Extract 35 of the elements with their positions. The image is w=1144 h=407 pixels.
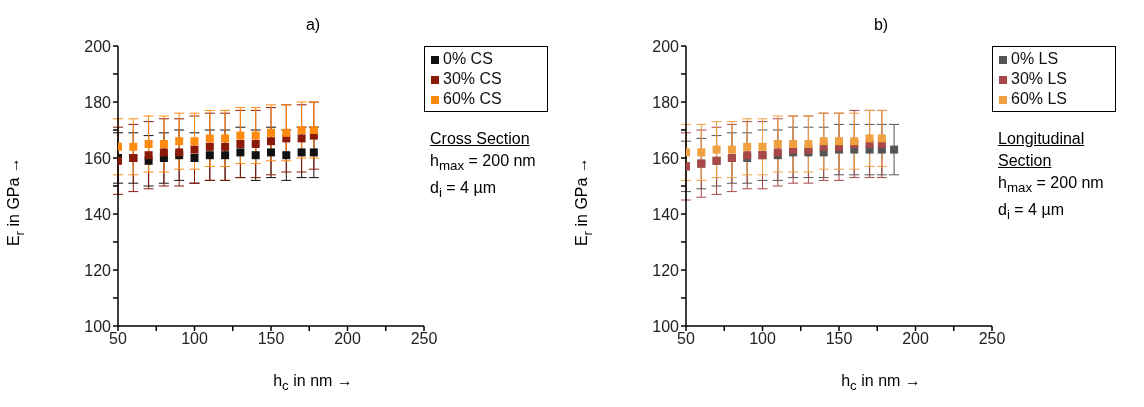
y-tick-label: 160 bbox=[84, 149, 112, 167]
x-tick-label: 250 bbox=[978, 330, 1006, 348]
legend-label: 30% LS bbox=[1011, 70, 1068, 87]
text: h$_{max}$ = 200 nm bbox=[430, 151, 537, 176]
y-tick-label: 180 bbox=[84, 93, 112, 111]
x-tick-label: 100 bbox=[181, 330, 208, 348]
text: d$_{i}$ = 4 µm bbox=[998, 200, 1065, 225]
legend-label: 0% LS bbox=[1011, 50, 1059, 67]
y-tick-label: 160 bbox=[652, 149, 680, 167]
chart-title: b) bbox=[872, 16, 890, 34]
text: Cross Section bbox=[430, 129, 531, 149]
legend-label: 0% CS bbox=[443, 50, 493, 67]
y-tick-label: 140 bbox=[84, 205, 112, 223]
x-tick-label: 200 bbox=[902, 330, 929, 348]
y-tick-label: 200 bbox=[652, 37, 680, 55]
x-tick-label: 50 bbox=[677, 330, 695, 348]
x-tick-label: 150 bbox=[257, 330, 285, 348]
x-axis-title: h$_{c}$ in nm → bbox=[840, 372, 922, 394]
legend-label: 60% LS bbox=[1011, 90, 1068, 107]
x-axis-title: h$_{c}$ in nm → bbox=[272, 372, 354, 394]
y-tick-label: 180 bbox=[652, 93, 680, 111]
legend-label: 30% CS bbox=[443, 70, 502, 87]
x-tick-label: 250 bbox=[410, 330, 438, 348]
y-tick-label: 200 bbox=[84, 37, 112, 55]
text: h$_{max}$ = 200 nm bbox=[998, 173, 1105, 198]
x-tick-label: 150 bbox=[825, 330, 853, 348]
legend-label: 60% CS bbox=[443, 90, 502, 107]
y-tick-label: 120 bbox=[652, 261, 680, 279]
text: d$_{i}$ = 4 µm bbox=[430, 178, 497, 203]
y-tick-label: 120 bbox=[84, 261, 112, 279]
y-tick-label: 140 bbox=[652, 205, 680, 223]
chart-title: a) bbox=[304, 16, 322, 34]
x-tick-label: 200 bbox=[334, 330, 361, 348]
x-tick-label: 50 bbox=[109, 330, 127, 348]
x-tick-label: 100 bbox=[749, 330, 776, 348]
